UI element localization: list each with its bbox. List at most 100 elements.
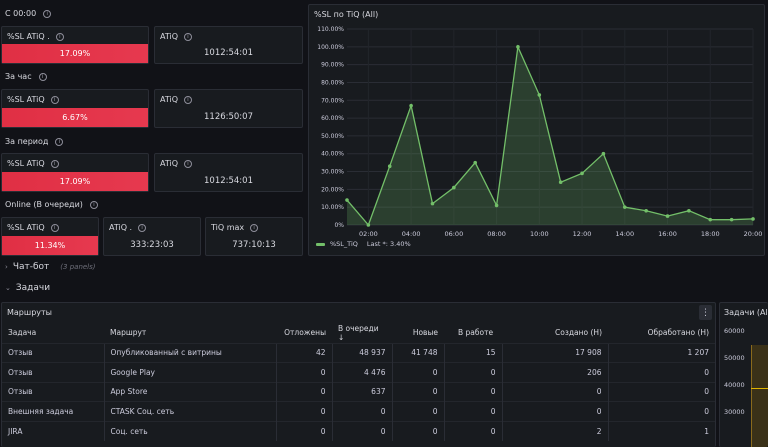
table-row[interactable]: JIRA Соц. сеть 0 0 0 0 2 1 [2, 420, 715, 441]
legend-series-name: %SL_TiQ [330, 240, 358, 248]
cell-in-queue: 0 [331, 401, 392, 421]
info-icon[interactable]: i [184, 159, 193, 168]
col-header-new[interactable]: Новые [412, 328, 438, 338]
cell-in-queue: 48 937 [331, 342, 392, 363]
panel-title: %SL ATiQ . [7, 32, 50, 41]
atiq-panel-hour[interactable]: ATiQ i 1126:50:07 [154, 89, 303, 128]
info-icon[interactable]: i [250, 223, 259, 232]
legend-swatch [316, 242, 325, 246]
x-tick-label: 06:00 [444, 230, 463, 238]
cell-processed: 0 [607, 362, 715, 382]
cell-route: Соц. сеть [103, 420, 276, 441]
info-icon[interactable]: i [38, 72, 47, 81]
y-tick-label: 40.00% [321, 151, 344, 158]
x-axis-ticks: 02:00 04:00 06:00 08:00 10:00 12:00 14:00 16:00… [359, 230, 762, 238]
col-header-processed[interactable]: Обработано (Н) [647, 328, 709, 338]
table-row[interactable]: Внешняя задача CTASK Соц. сеть 0 0 0 0 0… [2, 401, 715, 421]
data-point [644, 208, 648, 213]
col-header-route[interactable]: Маршрут [110, 328, 147, 338]
panel-title: ATiQ [160, 32, 179, 41]
table-row[interactable]: Отзыв Опубликованный с витрины 42 48 937… [2, 342, 715, 363]
chevron-right-icon[interactable]: › [5, 263, 8, 271]
kebab-menu-icon: ⋮ [701, 307, 710, 318]
panel-title: ATiQ . [109, 223, 133, 232]
x-tick-label: 08:00 [487, 230, 506, 238]
cell-deferred: 0 [275, 381, 332, 402]
cell-deferred: 42 [275, 342, 332, 363]
stat-value: 333:23:03 [130, 240, 174, 250]
cell-created: 206 [501, 362, 608, 382]
sl-tiq-chart-panel[interactable]: %SL по TiQ (All) 0% 10.00% 20.00% 30.00% 40.… [308, 4, 765, 256]
section-title: За час [5, 72, 32, 81]
col-header-task[interactable]: Задача [8, 328, 37, 338]
y-tick-label: 70.00% [321, 97, 344, 104]
y-tick-label: 20.00% [321, 186, 344, 193]
cell-new: 0 [391, 420, 444, 441]
data-point [387, 164, 392, 168]
info-icon[interactable]: i [184, 95, 193, 104]
section-since-midnight: С 00:00 i [5, 9, 52, 18]
panel-title: %SL ATiQ [7, 159, 45, 168]
stat-value: 17.09% [2, 44, 148, 63]
cell-in-queue: 637 [331, 381, 392, 402]
cell-task: Отзыв [2, 381, 104, 402]
x-tick-label: 18:00 [701, 230, 720, 238]
table-header-row: Задача Маршрут Отложены В очереди ↓ Новы… [2, 323, 715, 343]
tasks-all-panel[interactable]: Задачи (All) 60000 50000 40000 30000 [719, 302, 768, 447]
y-tick-label: 50.00% [321, 133, 344, 140]
info-icon[interactable]: i [50, 223, 59, 232]
routes-table-panel[interactable]: Маршруты ⋮ Задача Маршрут Отложены В оче… [1, 302, 716, 447]
data-point [729, 217, 734, 222]
row-chatbot[interactable]: › Чат-бот (3 panels) [5, 262, 96, 272]
data-point [558, 180, 563, 185]
sl-atiq-panel-online[interactable]: %SL ATiQ i 11.34% [1, 217, 99, 256]
chart-legend[interactable]: %SL_TiQ Last *: 3.40% [316, 240, 411, 248]
stat-value: 1012:54:01 [204, 48, 253, 58]
info-icon[interactable]: i [43, 9, 52, 18]
sl-atiq-panel-period[interactable]: %SL ATiQ i 17.09% [1, 153, 149, 192]
info-icon[interactable]: i [89, 200, 98, 209]
y-tick: 30000 [724, 408, 745, 416]
atiq-panel-period[interactable]: ATiQ i 1012:54:01 [154, 153, 303, 192]
sl-atiq-panel-hour[interactable]: %SL ATiQ i 6.67% [1, 89, 149, 128]
chevron-down-icon[interactable]: ⌄ [5, 284, 11, 292]
row-tasks[interactable]: ⌄ Задачи [5, 283, 50, 293]
y-tick-label: 90.00% [321, 62, 344, 69]
tiq-max-panel[interactable]: TiQ max i 737:10:13 [205, 217, 303, 256]
row-title: Задачи [15, 283, 51, 293]
table-row[interactable]: Отзыв Google Play 0 4 476 0 0 206 0 [2, 362, 715, 382]
x-tick-label: 04:00 [402, 230, 421, 238]
x-tick-label: 14:00 [615, 230, 634, 238]
col-header-in-work[interactable]: В работе [458, 328, 494, 338]
cell-processed: 0 [607, 381, 715, 402]
cell-created: 0 [501, 381, 608, 402]
info-icon[interactable]: i [55, 32, 64, 41]
table-row[interactable]: Отзыв App Store 0 637 0 0 0 0 [2, 381, 715, 402]
info-icon[interactable]: i [50, 95, 59, 104]
stat-value: 1012:54:01 [204, 176, 253, 186]
atiq-panel-online[interactable]: ATiQ . i 333:23:03 [103, 217, 201, 256]
cell-task: JIRA [2, 420, 104, 441]
info-icon[interactable]: i [55, 137, 64, 146]
info-icon[interactable]: i [138, 223, 147, 232]
cell-route: Google Play [103, 362, 276, 382]
atiq-panel-since[interactable]: ATiQ i 1012:54:01 [154, 26, 303, 64]
data-point [473, 160, 478, 165]
panel-title: %SL ATiQ [7, 95, 45, 104]
sl-atiq-panel-since[interactable]: %SL ATiQ . i 17.09% [1, 26, 149, 64]
cell-route: Опубликованный с витрины [103, 342, 276, 363]
legend-last-value: Last *: 3.40% [366, 240, 411, 248]
col-header-in-queue[interactable]: В очереди ↓ [338, 323, 379, 342]
panel-menu-button[interactable]: ⋮ [699, 305, 712, 320]
info-icon[interactable]: i [184, 32, 193, 41]
info-icon[interactable]: i [50, 159, 59, 168]
y-tick: 50000 [724, 354, 745, 362]
col-header-created[interactable]: Создано (Н) [555, 328, 602, 338]
section-online: Online (В очереди) i [5, 200, 98, 209]
stat-value: 17.09% [2, 172, 148, 191]
cell-task: Внешняя задача [2, 401, 104, 421]
col-header-deferred[interactable]: Отложены [284, 328, 326, 338]
cell-in-queue: 0 [331, 420, 392, 441]
cell-new: 0 [391, 401, 444, 421]
